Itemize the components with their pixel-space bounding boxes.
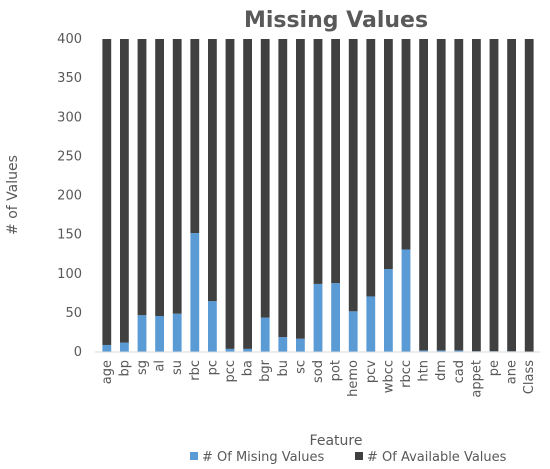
x-tick-label: wbcc bbox=[381, 360, 396, 393]
missing-bar-ba bbox=[243, 348, 252, 352]
x-tick-label: sc bbox=[293, 360, 308, 374]
available-bar-pot bbox=[331, 39, 340, 284]
y-tick-label: 50 bbox=[65, 306, 82, 321]
x-tick-label: pcv bbox=[364, 360, 379, 383]
available-bar-hemo bbox=[348, 39, 358, 312]
x-tick-label: Class bbox=[522, 360, 537, 394]
x-tick-label: bp bbox=[117, 360, 132, 377]
available-bar-sod bbox=[313, 39, 323, 284]
available-bar-dm bbox=[436, 39, 446, 351]
legend-swatch bbox=[355, 452, 363, 460]
x-tick-label: appet bbox=[469, 360, 484, 398]
missing-bar-rbcc bbox=[401, 249, 411, 352]
missing-bar-wbcc bbox=[384, 269, 393, 352]
available-bar-su bbox=[172, 39, 182, 314]
available-bar-bgr bbox=[260, 39, 270, 318]
y-tick-label: 100 bbox=[57, 267, 82, 282]
y-tick-label: 300 bbox=[57, 110, 82, 125]
available-bar-al bbox=[155, 39, 164, 316]
y-axis-label: # of Values bbox=[5, 155, 21, 235]
y-tick-label: 250 bbox=[57, 149, 82, 164]
missing-bar-htn bbox=[419, 350, 428, 352]
available-bar-age bbox=[102, 39, 112, 345]
available-bar-class bbox=[524, 39, 534, 352]
x-tick-label: su bbox=[170, 360, 185, 375]
bars-group bbox=[102, 39, 534, 352]
x-tick-label: bu bbox=[276, 360, 291, 377]
missing-bar-hemo bbox=[348, 311, 358, 352]
x-tick-label: hemo bbox=[346, 360, 361, 397]
available-bar-bu bbox=[278, 39, 288, 338]
missing-bar-su bbox=[172, 313, 182, 352]
x-tick-label: pc bbox=[205, 360, 220, 375]
available-bar-cad bbox=[454, 39, 464, 351]
available-bar-bp bbox=[120, 39, 129, 343]
y-tick-label: 350 bbox=[57, 71, 82, 86]
available-bar-ane bbox=[507, 39, 516, 352]
missing-bar-bgr bbox=[260, 317, 270, 352]
x-tick-label: pcc bbox=[223, 360, 238, 383]
x-tick-label: al bbox=[153, 360, 168, 372]
x-tick-label: bgr bbox=[258, 359, 273, 382]
missing-bar-pc bbox=[208, 301, 217, 352]
legend-swatch bbox=[190, 452, 198, 460]
x-tick-label: ba bbox=[241, 360, 256, 376]
x-axis-ticks: age bp sg al su rbc pc pcc ba bgr bu sc sod pot hemo pc… bbox=[100, 359, 537, 397]
legend: # Of Mising Values # Of Available Values bbox=[190, 450, 507, 465]
missing-bar-rbc bbox=[190, 233, 200, 352]
available-bar-wbcc bbox=[384, 39, 393, 270]
y-axis-ticks: 0 50 100 150 200 250 300 350 400 bbox=[57, 32, 82, 360]
legend-label: # Of Available Values bbox=[367, 450, 507, 465]
x-tick-label: cad bbox=[452, 360, 467, 383]
y-tick-label: 150 bbox=[57, 228, 82, 243]
legend-label: # Of Mising Values bbox=[202, 450, 325, 465]
missing-bar-sc bbox=[296, 338, 305, 352]
x-tick-label: pot bbox=[329, 360, 344, 381]
y-tick-label: 0 bbox=[74, 345, 82, 360]
missing-bar-sod bbox=[313, 283, 323, 352]
missing-bar-sg bbox=[137, 315, 147, 352]
missing-bar-pcc bbox=[225, 348, 235, 352]
available-bar-sg bbox=[137, 39, 147, 316]
available-bar-pe bbox=[489, 39, 499, 352]
x-tick-label: dm bbox=[434, 360, 449, 381]
missing-bar-bp bbox=[120, 342, 129, 352]
available-bar-rbcc bbox=[401, 39, 411, 250]
available-bar-pcc bbox=[225, 39, 235, 349]
missing-bar-cad bbox=[454, 350, 464, 352]
y-tick-label: 400 bbox=[57, 32, 82, 47]
available-bar-sc bbox=[296, 39, 305, 339]
x-tick-label: age bbox=[100, 360, 115, 384]
missing-bar-pcv bbox=[366, 296, 376, 352]
x-tick-label: pe bbox=[487, 360, 502, 376]
x-axis-label: Feature bbox=[310, 433, 363, 449]
x-tick-label: rbc bbox=[188, 360, 203, 381]
y-tick-label: 200 bbox=[57, 189, 82, 204]
x-tick-label: sod bbox=[311, 360, 326, 383]
x-tick-label: rbcc bbox=[399, 360, 414, 388]
x-tick-label: ane bbox=[505, 360, 520, 384]
missing-bar-al bbox=[155, 316, 164, 352]
missing-bar-age bbox=[102, 344, 112, 352]
available-bar-appet bbox=[472, 39, 481, 352]
x-tick-label: htn bbox=[417, 360, 432, 382]
chart-title: Missing Values bbox=[244, 8, 428, 33]
missing-bar-dm bbox=[436, 350, 446, 352]
missing-bar-bu bbox=[278, 337, 288, 352]
available-bar-pcv bbox=[366, 39, 376, 297]
x-tick-label: sg bbox=[135, 360, 150, 375]
missing-bar-pot bbox=[331, 283, 340, 352]
available-bar-rbc bbox=[190, 39, 200, 234]
available-bar-htn bbox=[419, 39, 428, 351]
available-bar-pc bbox=[208, 39, 217, 302]
available-bar-ba bbox=[243, 39, 252, 349]
